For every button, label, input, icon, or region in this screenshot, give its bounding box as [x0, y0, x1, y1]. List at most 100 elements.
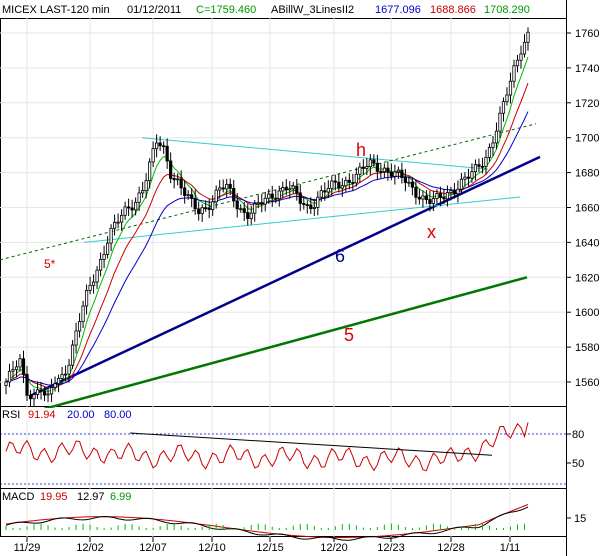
candle-body	[312, 206, 316, 209]
candle-body	[295, 185, 299, 194]
rsi-value-2: 20.00	[67, 409, 95, 421]
candle-body	[298, 192, 302, 204]
candle-body	[105, 242, 110, 255]
candle-body	[116, 221, 120, 224]
candle-body	[42, 390, 47, 396]
candle-body	[414, 186, 418, 198]
chart-date: 01/12/2011	[127, 4, 181, 16]
time-tick-label: 12/23	[377, 542, 405, 554]
moving-averages	[5, 56, 529, 392]
candle-body	[309, 204, 313, 209]
candle-body	[253, 203, 257, 214]
candle-body	[91, 281, 96, 286]
candle-body	[32, 394, 36, 400]
candle-body	[351, 182, 355, 184]
candle-body	[134, 201, 138, 211]
candle-body	[270, 193, 274, 199]
candle-body	[95, 269, 99, 283]
indicator-value-3: 1708.290	[484, 4, 530, 16]
trendline-5-star	[0, 123, 537, 261]
candle-body	[113, 221, 117, 229]
time-tick-label: 12/07	[139, 542, 167, 554]
candle-body	[186, 194, 190, 197]
macd-value-2: 12.97	[77, 491, 105, 503]
candle-body	[386, 167, 390, 173]
time-tick-label: 11/29	[14, 542, 41, 554]
macd-header-bg	[1, 490, 141, 502]
macd-value-1: 19.95	[40, 491, 68, 503]
candle-body	[211, 201, 215, 210]
candle-body	[123, 206, 127, 216]
candle-body	[56, 378, 61, 385]
channel-upper	[141, 137, 489, 170]
candle-body	[98, 259, 103, 271]
candle-body	[267, 193, 271, 199]
candle-body	[130, 207, 134, 211]
candle-body	[74, 330, 78, 346]
candle-body	[176, 178, 180, 181]
candle-body	[281, 187, 285, 192]
candle-body	[302, 203, 306, 205]
candle-body	[512, 65, 516, 82]
candle-body	[400, 169, 404, 178]
candle-body	[249, 212, 253, 219]
candle-body	[340, 185, 344, 189]
candle-body	[372, 159, 376, 164]
candle-body	[120, 214, 124, 223]
candle-body	[162, 145, 166, 148]
trendline-6	[29, 155, 541, 398]
candle-body	[144, 180, 148, 191]
price-tick-label: 1660	[575, 203, 599, 215]
candle-body	[477, 164, 481, 167]
candle-body	[456, 188, 460, 195]
indicator-value-1: 1677.096	[375, 4, 421, 16]
price-tick-label: 1600	[575, 307, 599, 319]
candle-body	[190, 194, 194, 199]
price-tick-label: 1700	[575, 133, 599, 145]
y-axis-labels: 1560158016001620164016601680170017201740…	[566, 28, 599, 525]
price-tick-label: 1620	[575, 272, 599, 284]
candle-body	[428, 199, 432, 204]
time-tick-label: 12/10	[198, 542, 226, 554]
candle-body	[84, 290, 89, 307]
candle-body	[214, 189, 218, 203]
candle-body	[172, 178, 176, 181]
candle-body	[11, 369, 15, 372]
candle-body	[77, 321, 82, 332]
candle-body	[505, 94, 509, 103]
candle-body	[232, 188, 236, 202]
candle-body	[88, 284, 92, 291]
candle-body	[207, 207, 211, 210]
candle-body	[526, 31, 530, 43]
candle-body	[39, 389, 43, 392]
candle-body	[389, 171, 393, 177]
candle-body	[323, 190, 327, 193]
channel-lower	[83, 196, 521, 243]
candle-body	[28, 394, 33, 400]
candle-body	[459, 178, 464, 190]
candle-body	[263, 197, 267, 205]
ma-green-line	[5, 56, 529, 392]
candle-body	[260, 202, 264, 205]
candle-body	[326, 187, 330, 193]
candle-body	[452, 190, 457, 195]
candle-body	[288, 188, 292, 191]
candle-body	[204, 207, 208, 210]
candle-body	[256, 202, 260, 205]
rsi-header-bg	[1, 408, 133, 420]
candle-body	[396, 169, 400, 173]
candle-body	[67, 364, 71, 375]
candle-body	[519, 53, 523, 61]
candle-body	[305, 204, 309, 206]
candle-body	[344, 179, 348, 187]
trendline-5	[33, 276, 528, 413]
candle-body	[491, 142, 495, 148]
candle-body	[417, 196, 421, 200]
candle-body	[221, 187, 225, 190]
candle-body	[4, 381, 8, 386]
candle-body	[197, 208, 201, 215]
candle-body	[109, 227, 113, 244]
candle-body	[480, 165, 485, 168]
candle-body	[151, 148, 155, 163]
price-tick-label: 1760	[575, 28, 599, 40]
